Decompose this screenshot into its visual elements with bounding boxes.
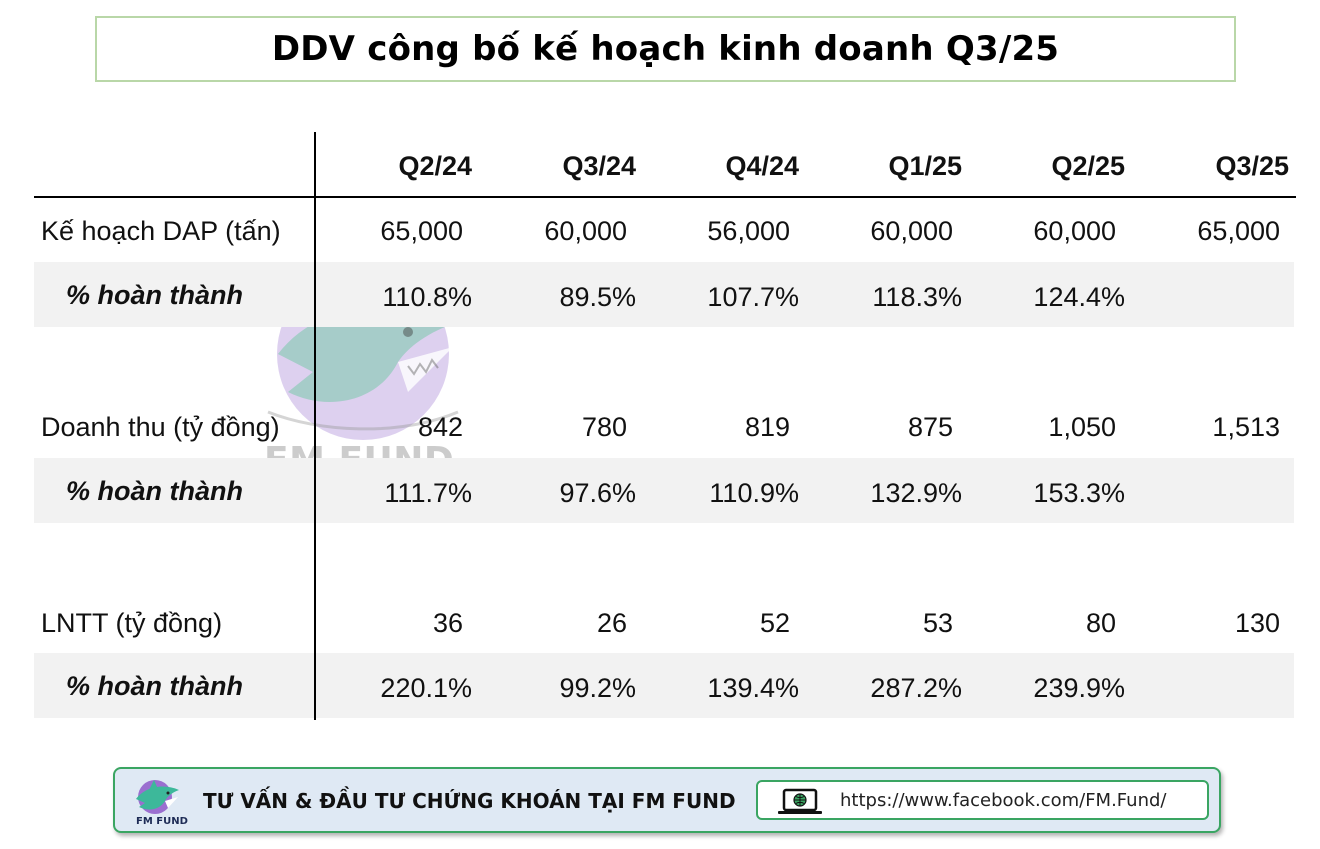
table-cell: 875 (907, 412, 953, 442)
table-cell: 53 (922, 608, 953, 638)
footer-banner: FM FUND TƯ VẤN & ĐẦU TƯ CHỨNG KHOÁN TẠI … (113, 767, 1221, 833)
column-header: Q2/25 (1051, 151, 1125, 181)
footer-tagline: TƯ VẤN & ĐẦU TƯ CHỨNG KHOÁN TẠI FM FUND (203, 789, 736, 813)
table-cell: 60,000 (870, 216, 953, 246)
column-header: Q3/24 (562, 151, 636, 181)
globe-laptop-icon (778, 788, 822, 814)
column-header: Q4/24 (725, 151, 799, 181)
table-cell: 239.9% (1033, 673, 1125, 703)
table-cell: 60,000 (1033, 216, 1116, 246)
table-cell: 52 (759, 608, 790, 638)
table-cell: 1,513 (1212, 412, 1280, 442)
table-cell: 139.4% (707, 673, 799, 703)
row-shade (34, 262, 1294, 327)
row-label: % hoàn thành (66, 476, 243, 506)
row-label: % hoàn thành (66, 280, 243, 310)
page-title: DDV công bố kế hoạch kinh doanh Q3/25 (271, 29, 1060, 69)
facebook-url[interactable]: https://www.facebook.com/FM.Fund/ (840, 790, 1167, 811)
table-cell: 118.3% (872, 282, 962, 312)
column-header: Q3/25 (1215, 151, 1289, 181)
fm-fund-logo: FM FUND (133, 777, 188, 829)
table-cell: 99.2% (559, 673, 636, 703)
table-cell: 287.2% (870, 673, 962, 703)
table-cell: 111.7% (384, 478, 472, 508)
table-cell: 107.7% (707, 282, 799, 312)
label-column-rule (314, 132, 316, 720)
table-cell: 132.9% (870, 478, 962, 508)
column-header: Q2/24 (398, 151, 472, 181)
row-shade (34, 653, 1294, 718)
table-cell: 56,000 (707, 216, 790, 246)
table-cell: 65,000 (380, 216, 463, 246)
row-label: LNTT (tỷ đồng) (41, 608, 223, 638)
facebook-link[interactable]: https://www.facebook.com/FM.Fund/ (756, 780, 1209, 820)
table-cell: 60,000 (544, 216, 627, 246)
table-cell: 780 (581, 412, 627, 442)
logo-text: FM FUND (136, 816, 188, 827)
table-cell: 110.8% (382, 282, 472, 312)
title-box: DDV công bố kế hoạch kinh doanh Q3/25 (95, 16, 1236, 82)
row-shade (34, 458, 1294, 523)
table-cell: 65,000 (1197, 216, 1280, 246)
table-cell: 153.3% (1033, 478, 1125, 508)
row-label: % hoàn thành (66, 671, 243, 701)
table-cell: 842 (417, 412, 463, 442)
table-cell: 97.6% (559, 478, 636, 508)
row-label: Kế hoạch DAP (tấn) (41, 216, 281, 246)
table-cell: 220.1% (380, 673, 472, 703)
column-header: Q1/25 (888, 151, 962, 181)
table-cell: 819 (744, 412, 790, 442)
table-cell: 80 (1085, 608, 1116, 638)
table-cell: 36 (432, 608, 463, 638)
table-cell: 130 (1234, 608, 1280, 638)
table-cell: 89.5% (559, 282, 636, 312)
header-rule (34, 196, 1296, 198)
table-cell: 124.4% (1033, 282, 1125, 312)
table-cell: 1,050 (1048, 412, 1116, 442)
row-label: Doanh thu (tỷ đồng) (41, 412, 280, 442)
table-cell: 110.9% (709, 478, 799, 508)
shark-logo-icon (136, 780, 179, 814)
table-cell: 26 (596, 608, 627, 638)
